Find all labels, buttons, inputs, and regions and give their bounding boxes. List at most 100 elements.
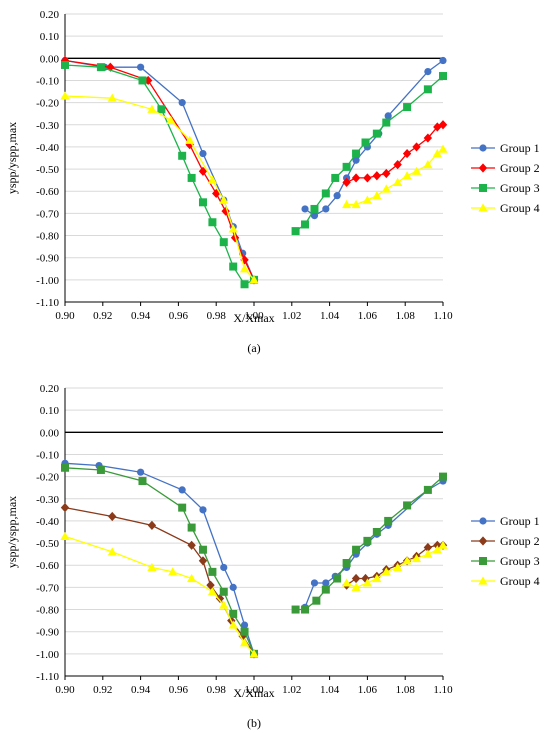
data-point xyxy=(423,485,432,494)
data-point xyxy=(60,531,70,541)
data-point xyxy=(322,205,330,213)
data-point xyxy=(411,166,422,175)
data-point xyxy=(381,567,391,576)
data-point xyxy=(333,192,341,200)
data-point xyxy=(60,55,70,66)
y-axis-title: yspp/yspp,max xyxy=(5,496,19,568)
data-point xyxy=(363,173,372,183)
x-tick-label: 0.90 xyxy=(55,310,75,322)
x-tick-label: 1.04 xyxy=(320,310,340,322)
data-point xyxy=(239,638,250,647)
data-point xyxy=(423,549,433,558)
series-line xyxy=(346,148,444,206)
legend-marker xyxy=(478,203,488,212)
data-point xyxy=(312,596,321,605)
x-tick-label: 1.00 xyxy=(244,684,264,696)
y-tick-label: -0.90 xyxy=(36,627,59,639)
y-tick-label: -0.20 xyxy=(36,98,59,110)
x-tick-label: 0.96 xyxy=(169,684,189,696)
panel-label: (a) xyxy=(247,341,260,355)
data-point xyxy=(137,468,145,476)
y-tick-label: -0.70 xyxy=(36,208,59,220)
data-point xyxy=(168,567,178,576)
data-point xyxy=(352,149,361,158)
data-point xyxy=(372,573,382,583)
data-point xyxy=(361,138,370,147)
x-tick-label: 0.94 xyxy=(131,310,151,322)
x-tick-label: 0.94 xyxy=(131,684,151,696)
y-tick-label: -0.70 xyxy=(36,582,59,594)
data-point xyxy=(439,56,447,65)
legend-marker xyxy=(479,517,487,525)
data-point xyxy=(342,559,351,568)
data-point xyxy=(240,627,249,636)
data-point xyxy=(187,523,196,532)
data-point xyxy=(147,562,157,572)
data-point xyxy=(166,115,176,124)
data-point xyxy=(384,112,392,120)
data-point xyxy=(147,104,157,113)
data-point xyxy=(198,545,207,554)
data-point xyxy=(331,173,340,182)
data-point xyxy=(239,264,250,273)
data-point xyxy=(229,609,238,618)
x-tick-label: 1.08 xyxy=(396,310,416,322)
data-point xyxy=(342,162,351,171)
data-point xyxy=(423,85,432,94)
x-tick-label: 1.06 xyxy=(358,684,378,696)
data-point xyxy=(412,142,421,152)
y-tick-label: -1.00 xyxy=(36,275,59,287)
legend-entry: Group 2 xyxy=(471,161,540,175)
legend-label: Group 4 xyxy=(500,574,540,588)
data-point xyxy=(240,621,249,629)
y-tick-label: -0.90 xyxy=(36,253,59,265)
x-tick-label: 1.04 xyxy=(320,684,340,696)
y-tick-label: -1.00 xyxy=(36,649,59,661)
series-group-2 xyxy=(60,55,448,285)
data-point xyxy=(219,600,229,609)
y-tick-label: -0.30 xyxy=(36,494,59,506)
data-point xyxy=(432,545,442,554)
panel-label: (b) xyxy=(247,716,261,730)
data-point xyxy=(238,631,247,641)
data-point xyxy=(207,587,218,596)
y-tick-label: -1.10 xyxy=(36,297,59,309)
y-tick-label: -0.50 xyxy=(36,164,59,176)
data-point xyxy=(108,511,117,522)
x-tick-label: 0.90 xyxy=(55,684,75,696)
data-point xyxy=(219,238,228,247)
y-tick-label: -0.40 xyxy=(36,142,59,154)
y-tick-label: -0.10 xyxy=(36,75,59,87)
data-point xyxy=(372,171,382,181)
data-point xyxy=(240,280,249,289)
data-point xyxy=(61,60,69,69)
y-tick-label: -0.60 xyxy=(36,560,59,572)
legend-label: Group 1 xyxy=(500,141,540,155)
legend-label: Group 3 xyxy=(500,181,540,195)
series-line xyxy=(64,535,255,655)
y-tick-label: -0.10 xyxy=(36,449,59,461)
data-point xyxy=(249,649,259,658)
data-point xyxy=(333,574,342,583)
data-point xyxy=(301,220,310,229)
y-tick-label: -0.60 xyxy=(36,186,59,198)
data-point xyxy=(229,583,237,591)
data-point xyxy=(372,129,381,138)
data-point xyxy=(291,227,300,236)
x-tick-label: 1.10 xyxy=(433,310,453,322)
data-point xyxy=(423,542,433,553)
series-group-1 xyxy=(61,459,447,658)
data-point xyxy=(382,118,391,127)
data-point xyxy=(352,545,361,554)
legend-marker xyxy=(479,144,487,152)
y-tick-label: -0.50 xyxy=(36,538,59,550)
legend-marker xyxy=(479,557,487,565)
data-point xyxy=(199,506,207,514)
y-tick-label: -0.80 xyxy=(36,605,59,617)
data-point xyxy=(147,520,157,530)
data-point xyxy=(219,587,228,596)
data-point xyxy=(107,93,117,102)
data-point xyxy=(198,166,208,176)
data-point xyxy=(342,578,352,587)
y-axis-title: yspp/yspp,max xyxy=(5,122,19,194)
